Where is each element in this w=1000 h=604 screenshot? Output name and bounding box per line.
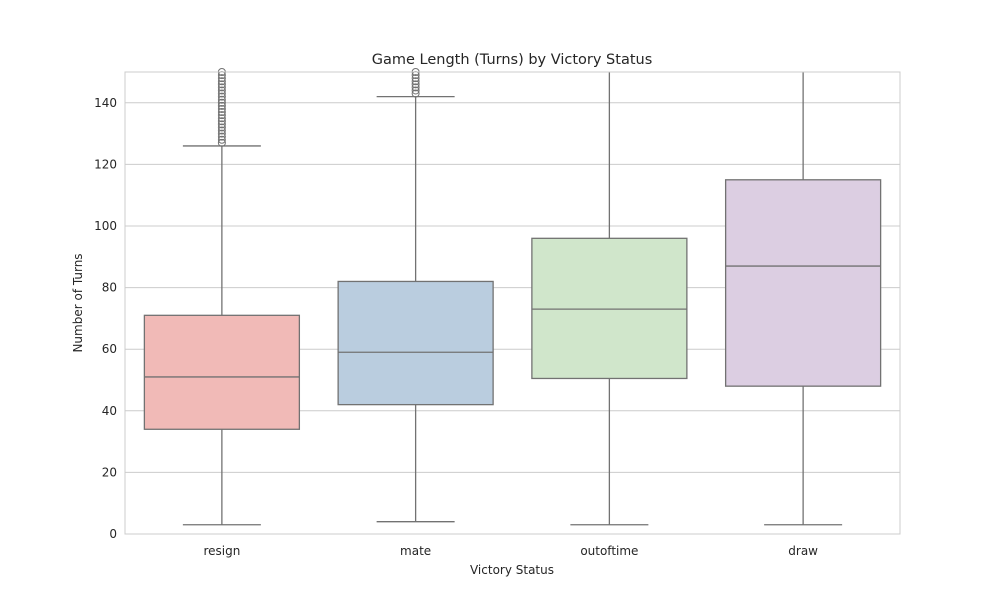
box-outoftime (531, 237, 688, 380)
y-tick-label: 40 (102, 404, 117, 418)
outlier-point (411, 83, 420, 92)
outlier-point (217, 74, 226, 83)
outlier-point (217, 126, 226, 135)
outlier-point (217, 92, 226, 101)
box-draw (724, 179, 882, 387)
outlier-point (217, 83, 226, 92)
outlier-point (217, 114, 226, 123)
outlier-point (217, 89, 226, 98)
outlier-point (217, 95, 226, 104)
outlier-point (217, 111, 226, 120)
y-tick-label: 120 (94, 157, 117, 171)
outlier-point (217, 80, 226, 89)
outlier-point (217, 120, 226, 129)
y-tick-label: 100 (94, 219, 117, 233)
x-tick-label: draw (788, 544, 818, 558)
box-mate (337, 280, 494, 406)
outlier-point (411, 86, 420, 95)
outlier-point (411, 77, 420, 86)
outlier-point (217, 135, 226, 144)
outlier-point (217, 117, 226, 126)
plot-frame (124, 71, 901, 535)
y-tick-label: 80 (102, 281, 117, 295)
outlier-point (411, 80, 420, 89)
outlier-point (217, 108, 226, 117)
box-resign (143, 314, 301, 430)
outlier-point (217, 86, 226, 95)
y-tick-label: 140 (94, 96, 117, 110)
x-tick-label: outoftime (580, 544, 638, 558)
outlier-point (411, 74, 420, 83)
outlier-point (217, 132, 226, 141)
y-tick-label: 20 (102, 465, 117, 479)
outlier-point (217, 101, 226, 110)
outlier-point (217, 104, 226, 113)
y-axis-label: Number of Turns (71, 253, 85, 352)
y-tick-label: 0 (109, 527, 117, 541)
outlier-point (217, 77, 226, 86)
x-tick-label: mate (400, 544, 431, 558)
outlier-point (217, 123, 226, 132)
outlier-point (217, 129, 226, 138)
x-axis-label: Victory Status (470, 563, 554, 577)
outlier-point (217, 138, 226, 147)
x-tick-label: resign (203, 544, 240, 558)
outlier-point (411, 89, 420, 98)
y-tick-label: 60 (102, 342, 117, 356)
outlier-point (217, 98, 226, 107)
chart-title: Game Length (Turns) by Victory Status (372, 52, 653, 68)
